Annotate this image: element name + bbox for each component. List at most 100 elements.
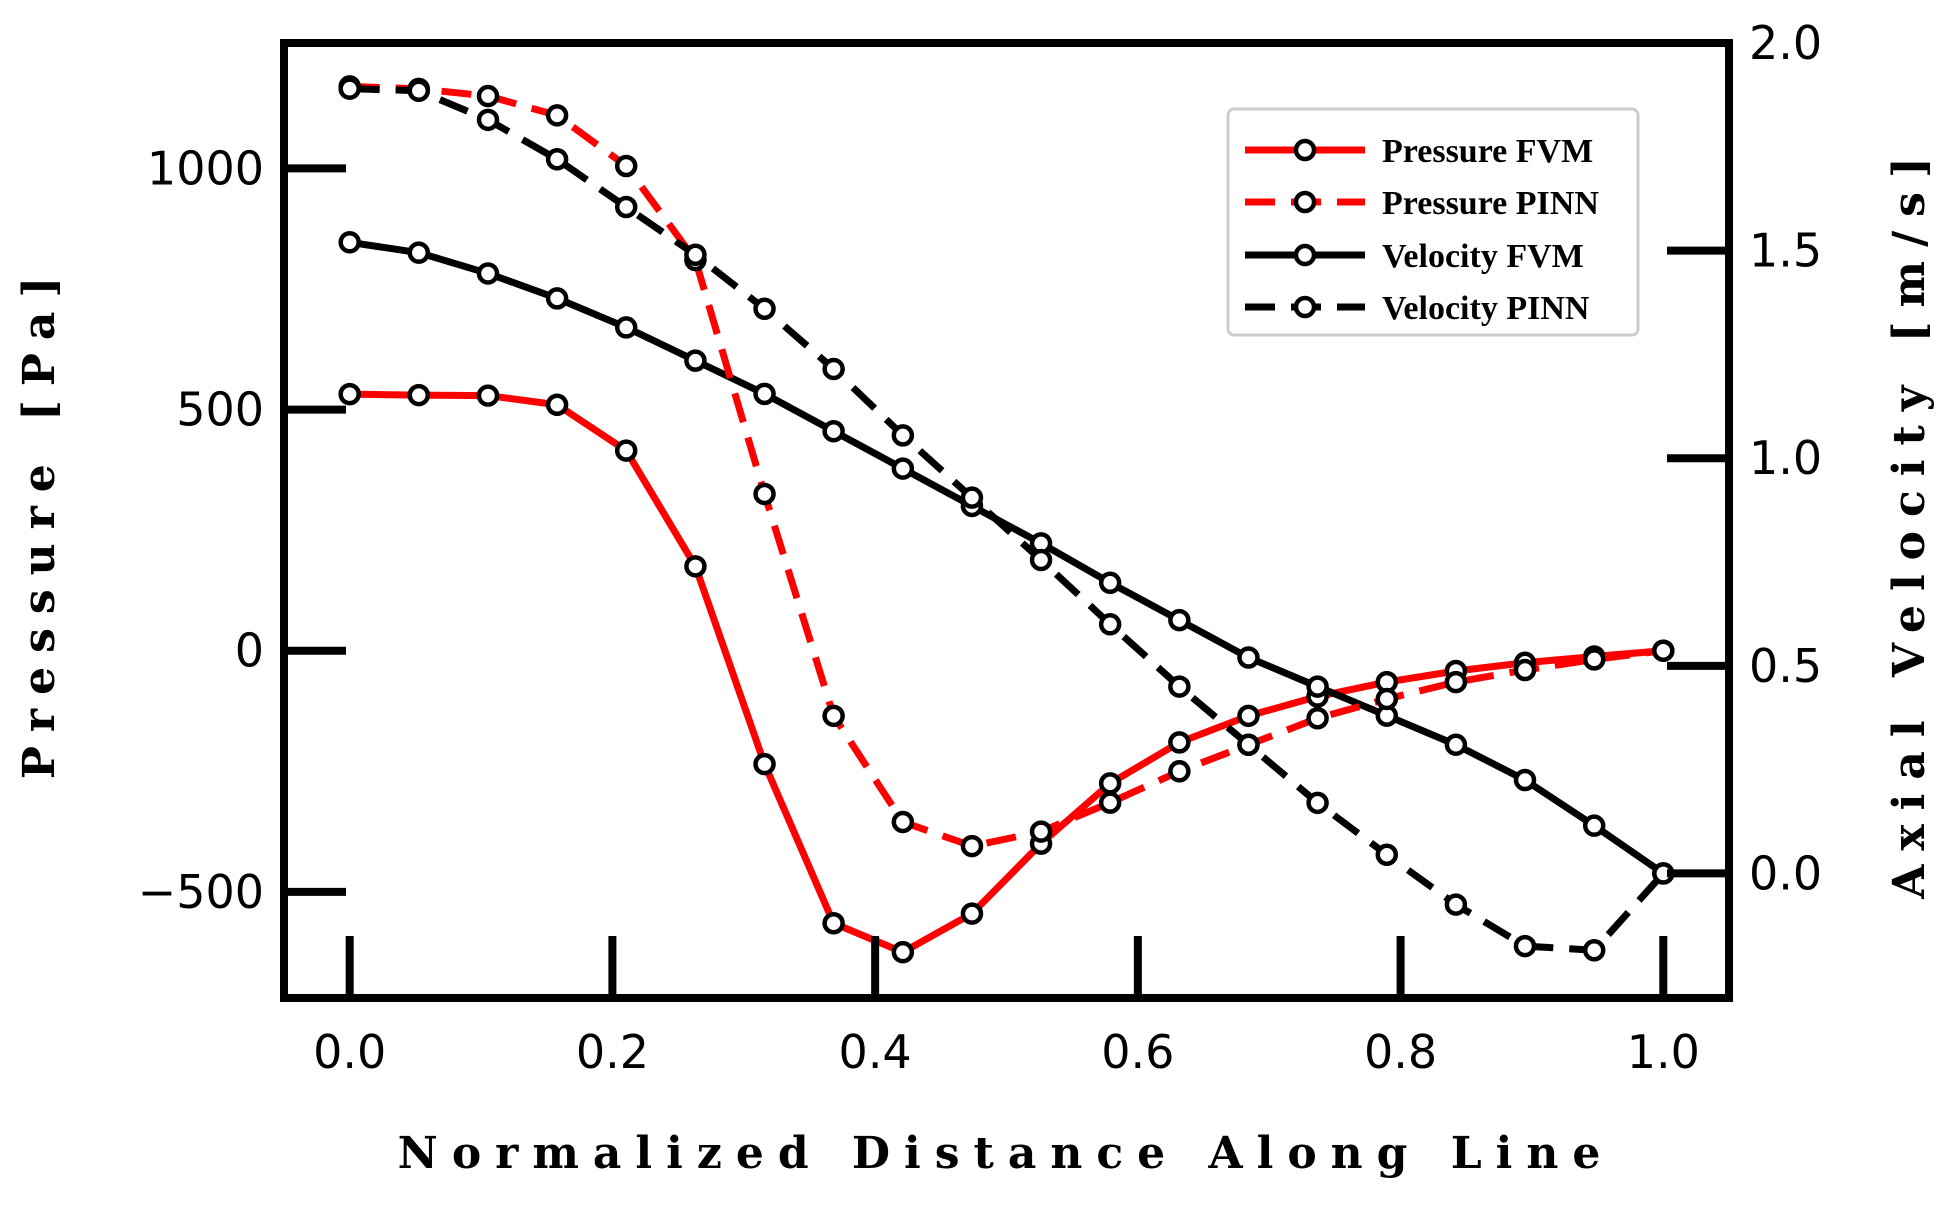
data-point [753, 752, 776, 776]
data-point [545, 393, 569, 416]
data-point [1444, 670, 1468, 694]
data-point [614, 316, 638, 339]
data-point [545, 287, 569, 310]
data-point [1029, 548, 1053, 572]
data-point [960, 834, 984, 858]
data-point [753, 482, 776, 506]
x-tick-label: 0.8 [1364, 1025, 1437, 1079]
data-point [476, 262, 500, 285]
data-point [1306, 791, 1329, 815]
data-point [891, 810, 915, 834]
x-tick-label: 0.0 [313, 1025, 386, 1079]
ticks-layer [284, 39, 1729, 998]
series-line-pressure-fvm [349, 390, 1664, 956]
legend-label: Pressure FVM [1382, 133, 1593, 170]
data-point [476, 84, 500, 108]
x-tick-label: 0.4 [839, 1025, 912, 1079]
data-point [1237, 733, 1260, 756]
data-point [338, 231, 361, 254]
data-point [1513, 934, 1537, 958]
y2-axis-title: Axial Velocity [m/s] [1884, 143, 1935, 900]
data-point [1168, 760, 1191, 783]
series-layer [338, 75, 1675, 964]
legend-marker [1293, 295, 1317, 319]
data-point [822, 704, 845, 728]
x-tick-label: 0.2 [576, 1025, 649, 1079]
y2-tick-label: 1.0 [1749, 431, 1822, 485]
data-point [1098, 571, 1122, 595]
y-axis-title: Pressure [Pa] [14, 263, 65, 779]
data-point [1375, 843, 1399, 866]
data-point [753, 297, 776, 320]
data-point [1582, 814, 1606, 837]
data-point [338, 77, 361, 100]
x-tick-label: 1.0 [1627, 1025, 1700, 1079]
data-point [1513, 658, 1537, 682]
data-point [1306, 707, 1329, 730]
data-point [1444, 893, 1468, 916]
data-point [476, 384, 500, 407]
data-point [614, 154, 638, 178]
y2-tick-label: 0.0 [1749, 846, 1822, 900]
data-point [545, 148, 569, 171]
data-point [960, 486, 984, 509]
series-line-pressure-pinn [349, 82, 1664, 850]
x-tick-label: 0.6 [1101, 1025, 1174, 1079]
legend-box [1226, 107, 1640, 337]
data-point [1652, 639, 1675, 662]
data-point [407, 383, 431, 407]
series-pressure-fvm [338, 382, 1675, 964]
data-point [1168, 731, 1191, 754]
data-point [1444, 733, 1468, 756]
y-tick-label: 500 [176, 383, 264, 437]
data-point [1306, 675, 1329, 698]
data-point [1168, 675, 1191, 698]
legend-marker [1293, 190, 1317, 214]
series-velocity-pinn [338, 77, 1675, 962]
data-point [1582, 648, 1606, 671]
data-point [1582, 939, 1606, 962]
data-point [1237, 704, 1260, 728]
plot-frame [280, 39, 1733, 1002]
data-point [614, 439, 638, 462]
data-point [1098, 613, 1122, 636]
data-point [822, 357, 845, 381]
data-point [891, 457, 915, 480]
y2-tick-label: 2.0 [1749, 16, 1822, 70]
data-point [338, 382, 361, 406]
data-point [684, 349, 707, 372]
legend-marker [1293, 243, 1317, 267]
data-point [891, 424, 915, 447]
data-point [1237, 646, 1260, 669]
data-point [1168, 608, 1191, 632]
legend-label: Pressure PINN [1382, 185, 1599, 222]
data-point [684, 555, 707, 578]
data-point [1029, 820, 1053, 843]
data-point [960, 902, 984, 925]
y-tick-label: −500 [138, 865, 264, 919]
y2-tick-label: 0.5 [1749, 639, 1822, 693]
data-point [753, 382, 776, 406]
data-point [407, 79, 431, 102]
data-point [407, 241, 431, 264]
data-point [891, 940, 915, 964]
data-point [822, 911, 845, 935]
data-point [1375, 687, 1399, 711]
series-line-velocity-pinn [349, 85, 1666, 954]
y2-tick-label: 1.5 [1749, 224, 1822, 278]
data-point [684, 243, 707, 267]
data-point [822, 419, 845, 443]
data-point [614, 195, 638, 219]
legend-marker [1293, 138, 1317, 162]
legend-label: Velocity PINN [1382, 290, 1590, 327]
data-point [476, 108, 500, 132]
y-tick-label: 1000 [147, 141, 264, 195]
y-tick-label: 0 [235, 624, 264, 678]
x-axis-title: Normalized Distance Along Line [398, 1128, 1615, 1179]
data-point [1098, 791, 1122, 814]
data-point [1513, 768, 1537, 792]
data-point [545, 104, 569, 127]
data-point [1098, 772, 1122, 795]
legend: Pressure FVM Pressure PINN Velocity FVM Vel… [1226, 107, 1640, 337]
